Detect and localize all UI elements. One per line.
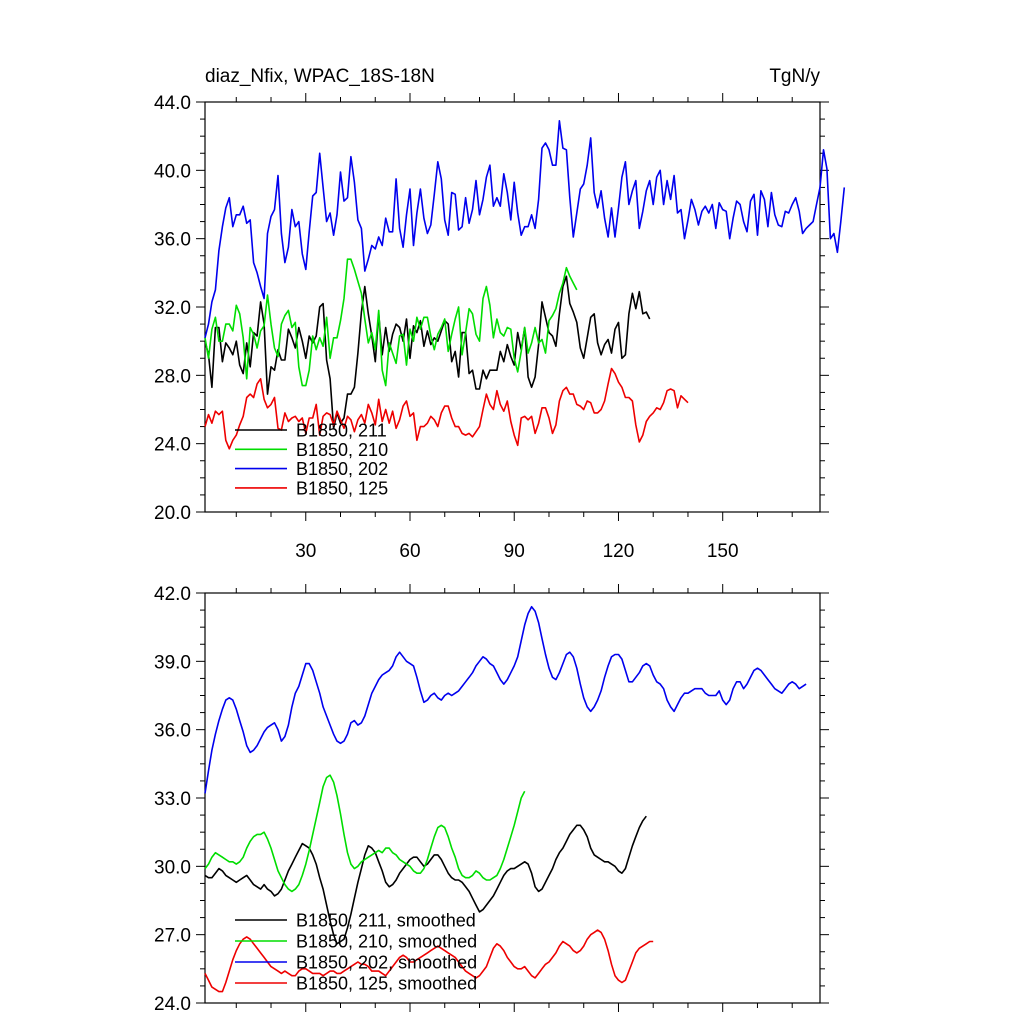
y-tick-label: 28.0 [154, 366, 191, 387]
series-line-3 [204, 120, 846, 338]
y-tick-label: 32.0 [154, 298, 191, 319]
legend-label: B1850, 210 [296, 440, 388, 460]
series-line-3 [204, 605, 807, 794]
x-tick-label: 30 [295, 541, 316, 562]
y-tick-label: 30.0 [154, 857, 191, 878]
series-line-2 [204, 774, 526, 893]
top-panel: diaz_Nfix, WPAC_18S-18N TgN/y 30 60 90 120 1… [154, 66, 846, 562]
y-tick-label: 36.0 [154, 721, 191, 742]
series-line-2 [204, 258, 578, 387]
y-tick-label: 44.0 [154, 93, 191, 114]
legend-label: B1850, 125, smoothed [296, 974, 477, 994]
legend-label: B1850, 210, smoothed [296, 932, 477, 952]
y-tick-label: 27.0 [154, 926, 191, 947]
y-tick-label: 20.0 [154, 503, 191, 524]
y-tick-label: 40.0 [154, 161, 191, 182]
bottom-panel: 24.0 27.0 30.0 33.0 36.0 39.0 42.0 B1850, 211, … [154, 584, 829, 1015]
legend-label: B1850, 211 [296, 421, 387, 441]
chart-title: diaz_Nfix, WPAC_18S-18N [205, 66, 435, 87]
x-tick-label: 150 [707, 541, 739, 562]
legend-label: B1850, 125 [296, 478, 388, 498]
y-tick-label: 39.0 [154, 652, 191, 673]
x-tick-label: 90 [504, 541, 525, 562]
series-line-1 [204, 275, 651, 430]
y-tick-label: 42.0 [154, 584, 191, 605]
legend-label: B1850, 202, smoothed [296, 953, 477, 973]
x-tick-label: 60 [399, 541, 420, 562]
legend-label: B1850, 211, smoothed [296, 911, 476, 931]
series-line-4 [204, 367, 689, 450]
y-tick-label: 24.0 [154, 435, 191, 456]
x-tick-label: 120 [603, 541, 635, 562]
series-line-4 [204, 929, 654, 993]
y-tick-label: 36.0 [154, 230, 191, 251]
y-tick-label: 24.0 [154, 994, 191, 1015]
y-tick-label: 33.0 [154, 789, 191, 810]
legend-label: B1850, 202 [296, 459, 388, 479]
chart-units: TgN/y [769, 66, 820, 87]
